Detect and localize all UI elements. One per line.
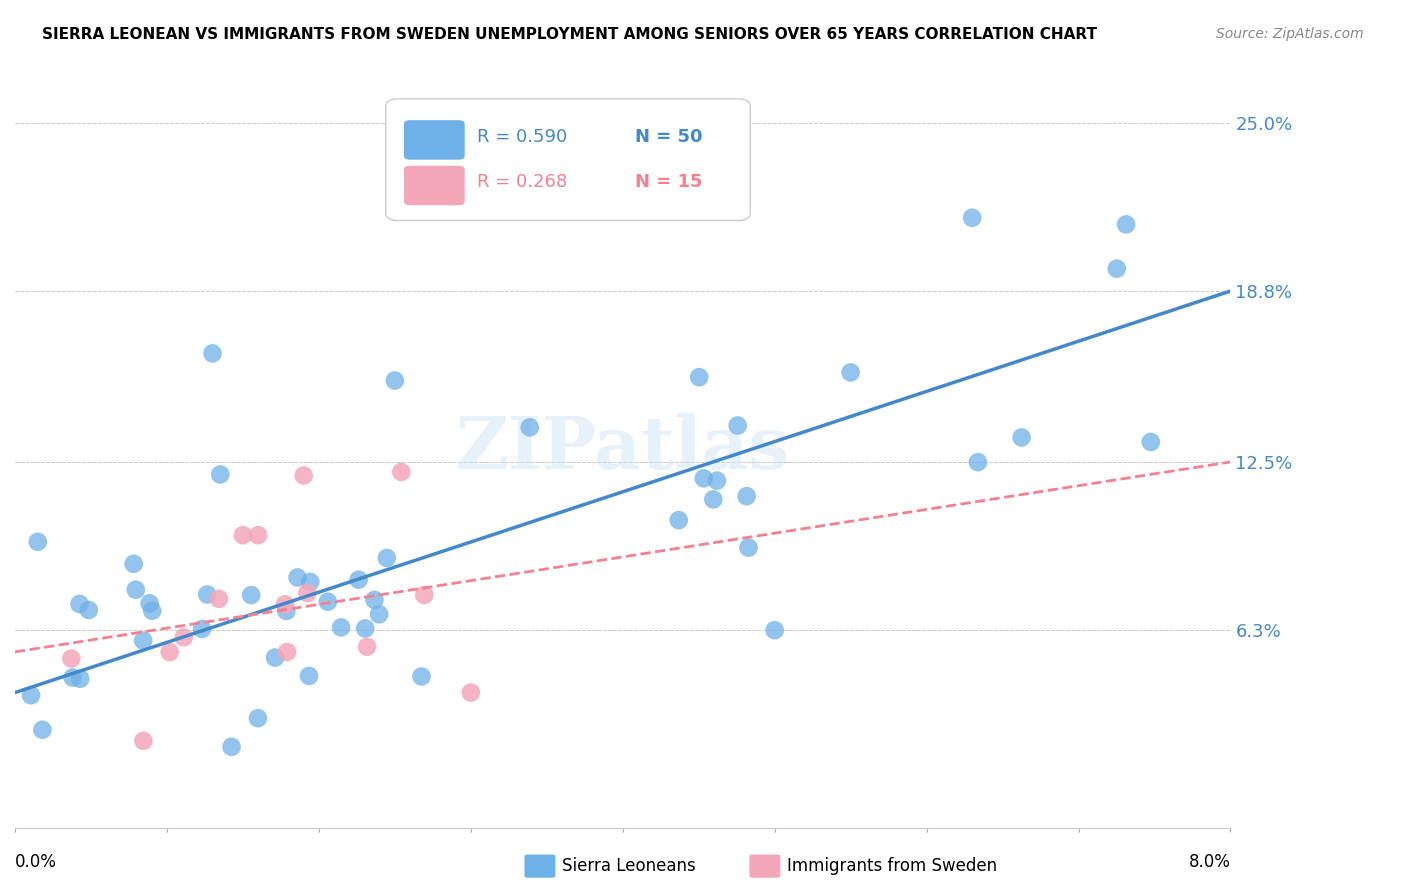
Point: [839, 365, 862, 379]
Point: [208, 591, 231, 606]
Point: [702, 492, 724, 507]
Point: [69, 672, 91, 686]
Point: [20, 688, 42, 702]
Text: R = 0.268: R = 0.268: [477, 173, 567, 192]
Point: [125, 582, 148, 597]
Point: [299, 574, 322, 589]
Text: Source: ZipAtlas.com: Source: ZipAtlas.com: [1216, 27, 1364, 41]
Point: [141, 604, 163, 618]
Point: [31, 723, 53, 737]
Text: Sierra Leoneans: Sierra Leoneans: [562, 857, 696, 875]
Point: [173, 630, 195, 644]
Point: [247, 528, 270, 542]
Point: [292, 468, 315, 483]
Point: [232, 528, 254, 542]
Point: [519, 420, 541, 434]
Point: [287, 570, 309, 584]
Point: [389, 465, 412, 479]
Point: [221, 739, 243, 754]
Point: [763, 623, 786, 637]
Point: [297, 586, 319, 600]
Point: [368, 607, 391, 622]
Point: [138, 596, 160, 610]
Point: [240, 588, 263, 602]
Point: [201, 346, 224, 360]
Point: [191, 622, 214, 636]
Point: [460, 685, 482, 699]
Point: [132, 734, 155, 748]
Point: [298, 669, 321, 683]
Point: [693, 471, 716, 485]
Point: [1011, 430, 1033, 444]
Text: 0.0%: 0.0%: [15, 854, 56, 871]
Point: [276, 645, 298, 659]
Point: [1105, 261, 1128, 276]
Point: [363, 593, 385, 607]
Point: [132, 633, 155, 648]
Point: [195, 587, 218, 601]
Text: R = 0.590: R = 0.590: [477, 128, 567, 146]
Point: [347, 573, 370, 587]
Point: [706, 474, 728, 488]
Point: [159, 645, 181, 659]
Point: [668, 513, 690, 527]
Point: [413, 588, 436, 602]
Point: [737, 541, 759, 555]
Point: [276, 604, 298, 618]
Point: [1139, 434, 1161, 449]
Point: [69, 597, 91, 611]
FancyBboxPatch shape: [404, 166, 465, 205]
Text: Immigrants from Sweden: Immigrants from Sweden: [787, 857, 997, 875]
Point: [246, 711, 269, 725]
Text: N = 15: N = 15: [636, 173, 703, 192]
Point: [966, 455, 988, 469]
Point: [688, 370, 710, 384]
Point: [60, 651, 83, 665]
FancyBboxPatch shape: [385, 99, 751, 220]
Point: [1115, 218, 1137, 232]
Point: [727, 418, 749, 433]
Point: [411, 669, 433, 683]
FancyBboxPatch shape: [404, 120, 465, 160]
Point: [316, 595, 339, 609]
Point: [384, 374, 406, 388]
Text: N = 50: N = 50: [636, 128, 703, 146]
Point: [27, 534, 49, 549]
Point: [274, 598, 297, 612]
Point: [960, 211, 983, 225]
Point: [356, 640, 378, 654]
Point: [209, 467, 232, 482]
Point: [735, 489, 758, 503]
Point: [264, 650, 287, 665]
Point: [122, 557, 145, 571]
Point: [77, 603, 100, 617]
Point: [354, 622, 377, 636]
Text: 8.0%: 8.0%: [1188, 854, 1230, 871]
Point: [62, 671, 84, 685]
Point: [330, 620, 353, 634]
Text: SIERRA LEONEAN VS IMMIGRANTS FROM SWEDEN UNEMPLOYMENT AMONG SENIORS OVER 65 YEAR: SIERRA LEONEAN VS IMMIGRANTS FROM SWEDEN…: [42, 27, 1097, 42]
Text: ZIPatlas: ZIPatlas: [456, 413, 790, 483]
Point: [375, 550, 398, 565]
